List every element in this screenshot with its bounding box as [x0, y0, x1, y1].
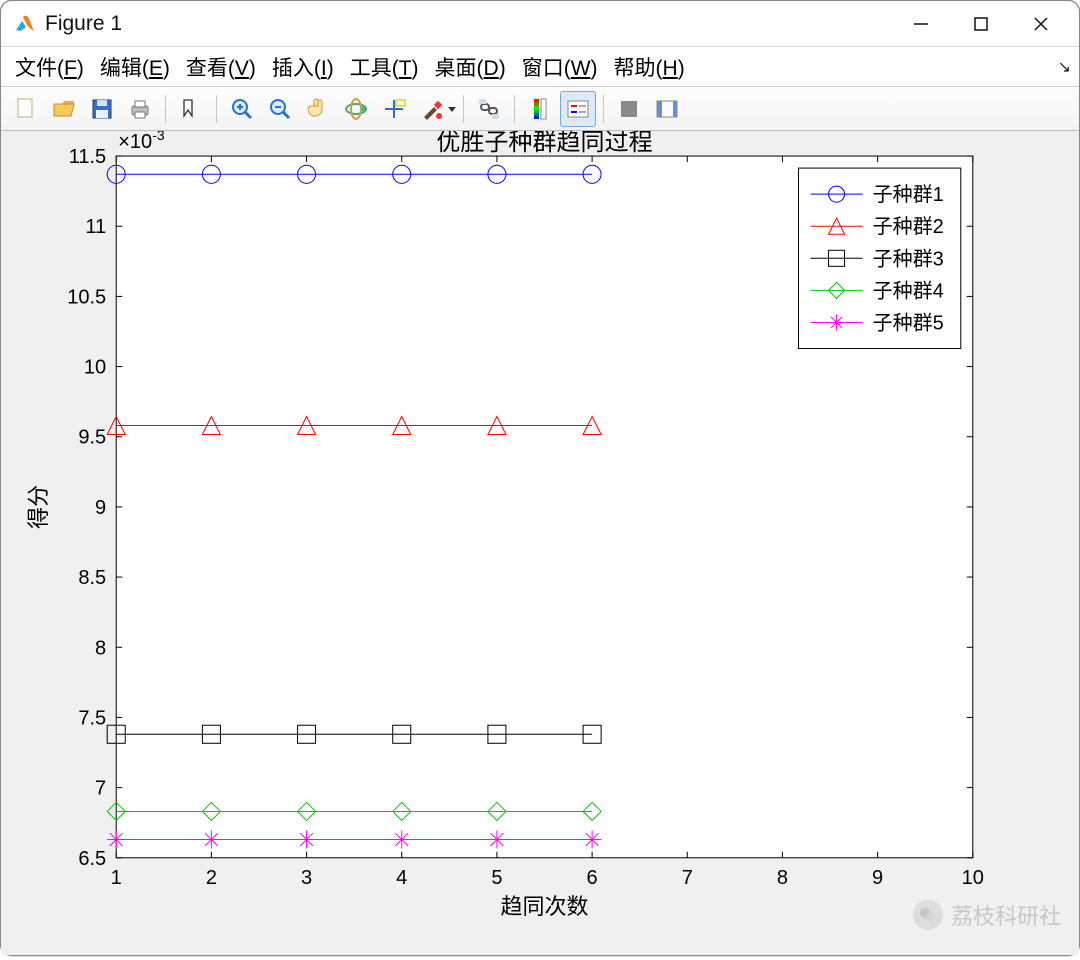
open-icon[interactable] [46, 91, 82, 127]
insert-colorbar-icon[interactable] [522, 91, 558, 127]
dock-arrow-icon[interactable]: ↘ [1058, 57, 1071, 77]
pan-icon[interactable] [300, 91, 336, 127]
menu-e[interactable]: 编辑(E) [98, 50, 172, 84]
y-tick-label: 6.5 [78, 848, 106, 870]
x-tick-label: 1 [111, 867, 122, 889]
link-plot-icon[interactable] [471, 91, 507, 127]
y-tick-label: 7 [95, 778, 106, 800]
legend-label: 子种群4 [873, 279, 944, 302]
y-tick-label: 10.5 [67, 286, 106, 308]
x-tick-label: 8 [777, 867, 788, 889]
x-tick-label: 6 [587, 867, 598, 889]
plot-container: 123456789106.577.588.599.51010.51111.5×1… [1, 131, 1079, 955]
plot-svg: 123456789106.577.588.599.51010.51111.5×1… [1, 131, 1079, 955]
chart-title: 优胜子种群趋同过程 [436, 131, 652, 156]
zoom-in-icon[interactable] [224, 91, 260, 127]
menu-w[interactable]: 窗口(W) [520, 50, 600, 84]
matlab-app-icon [13, 13, 35, 35]
menu-f[interactable]: 文件(F) [13, 50, 86, 84]
menu-h[interactable]: 帮助(H) [612, 50, 687, 84]
print-icon[interactable] [122, 91, 158, 127]
y-axis-label: 得分 [26, 485, 51, 529]
insert-legend-icon[interactable] [560, 91, 596, 127]
x-tick-label: 7 [682, 867, 693, 889]
y-tick-label: 8.5 [78, 567, 106, 589]
toolbar [1, 87, 1079, 131]
save-icon[interactable] [84, 91, 120, 127]
x-tick-label: 9 [872, 867, 883, 889]
legend-label: 子种群3 [873, 247, 944, 270]
maximize-button[interactable] [951, 4, 1011, 44]
hide-plot-tools-icon[interactable] [611, 91, 647, 127]
menu-d[interactable]: 桌面(D) [433, 50, 508, 84]
toolbar-separator [216, 95, 217, 123]
zoom-out-icon[interactable] [262, 91, 298, 127]
menu-t[interactable]: 工具(T) [348, 50, 421, 84]
brush-icon[interactable] [414, 91, 450, 127]
figure-window: Figure 1 文件(F) 编辑(E) 查看(V) 插入(I) 工具(T) 桌面(D) 窗… [0, 0, 1080, 956]
legend-label: 子种群5 [873, 311, 944, 334]
toolbar-separator [603, 95, 604, 123]
y-tick-label: 11.5 [69, 146, 106, 168]
y-tick-label: 10 [84, 357, 106, 379]
edit-plot-icon[interactable] [173, 91, 209, 127]
x-tick-label: 4 [396, 867, 407, 889]
y-tick-label: 9.5 [78, 427, 106, 449]
x-tick-label: 5 [491, 867, 502, 889]
close-button[interactable] [1011, 4, 1071, 44]
y-tick-label: 11 [85, 216, 106, 238]
menu-bar: 文件(F) 编辑(E) 查看(V) 插入(I) 工具(T) 桌面(D) 窗口(W) 帮助(H)… [1, 47, 1079, 87]
window-title: Figure 1 [45, 12, 122, 36]
y-tick-label: 8 [95, 637, 106, 659]
menu-v[interactable]: 查看(V) [184, 50, 258, 84]
toolbar-separator [463, 95, 464, 123]
data-cursor-icon[interactable] [376, 91, 412, 127]
x-tick-label: 2 [206, 867, 217, 889]
legend-label: 子种群1 [873, 183, 944, 206]
x-tick-label: 10 [962, 867, 984, 889]
y-tick-label: 7.5 [78, 707, 106, 729]
legend-label: 子种群2 [873, 215, 944, 238]
y-tick-label: 9 [95, 497, 106, 519]
minimize-button[interactable] [891, 4, 951, 44]
show-plot-tools-icon[interactable] [649, 91, 685, 127]
x-tick-label: 3 [301, 867, 312, 889]
menu-i[interactable]: 插入(I) [270, 50, 336, 84]
toolbar-separator [514, 95, 515, 123]
rotate-3d-icon[interactable] [338, 91, 374, 127]
new-figure-icon[interactable] [8, 91, 44, 127]
toolbar-separator [165, 95, 166, 123]
x-axis-label: 趋同次数 [500, 894, 588, 919]
figure-area: 123456789106.577.588.599.51010.51111.5×1… [1, 131, 1079, 955]
brush-icon-dropdown[interactable] [447, 91, 457, 127]
title-bar: Figure 1 [1, 1, 1079, 47]
